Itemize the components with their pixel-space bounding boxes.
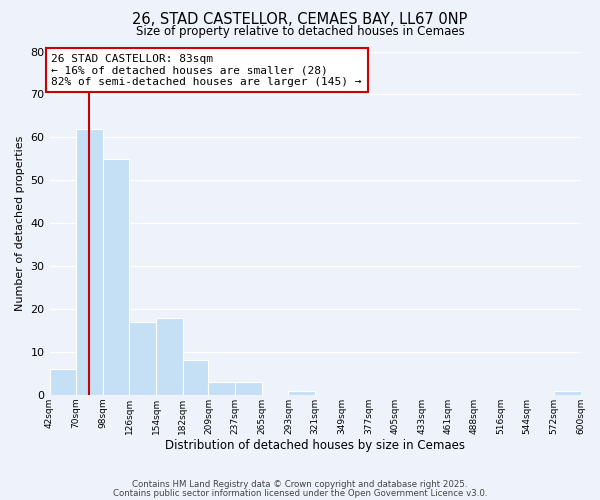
Text: Size of property relative to detached houses in Cemaes: Size of property relative to detached ho…: [136, 25, 464, 38]
Bar: [50, 369, 76, 395]
Y-axis label: Number of detached properties: Number of detached properties: [15, 136, 25, 311]
Bar: [156, 318, 183, 395]
Bar: [183, 360, 208, 395]
Bar: [235, 382, 262, 395]
Bar: [76, 128, 103, 395]
X-axis label: Distribution of detached houses by size in Cemaes: Distribution of detached houses by size …: [165, 440, 465, 452]
Text: 26 STAD CASTELLOR: 83sqm
← 16% of detached houses are smaller (28)
82% of semi-d: 26 STAD CASTELLOR: 83sqm ← 16% of detach…: [52, 54, 362, 87]
Text: Contains HM Land Registry data © Crown copyright and database right 2025.: Contains HM Land Registry data © Crown c…: [132, 480, 468, 489]
Bar: [208, 382, 235, 395]
Bar: [103, 159, 130, 395]
Bar: [554, 390, 581, 395]
Text: Contains public sector information licensed under the Open Government Licence v3: Contains public sector information licen…: [113, 489, 487, 498]
Text: 26, STAD CASTELLOR, CEMAES BAY, LL67 0NP: 26, STAD CASTELLOR, CEMAES BAY, LL67 0NP: [133, 12, 467, 28]
Bar: [130, 322, 156, 395]
Bar: [289, 390, 315, 395]
